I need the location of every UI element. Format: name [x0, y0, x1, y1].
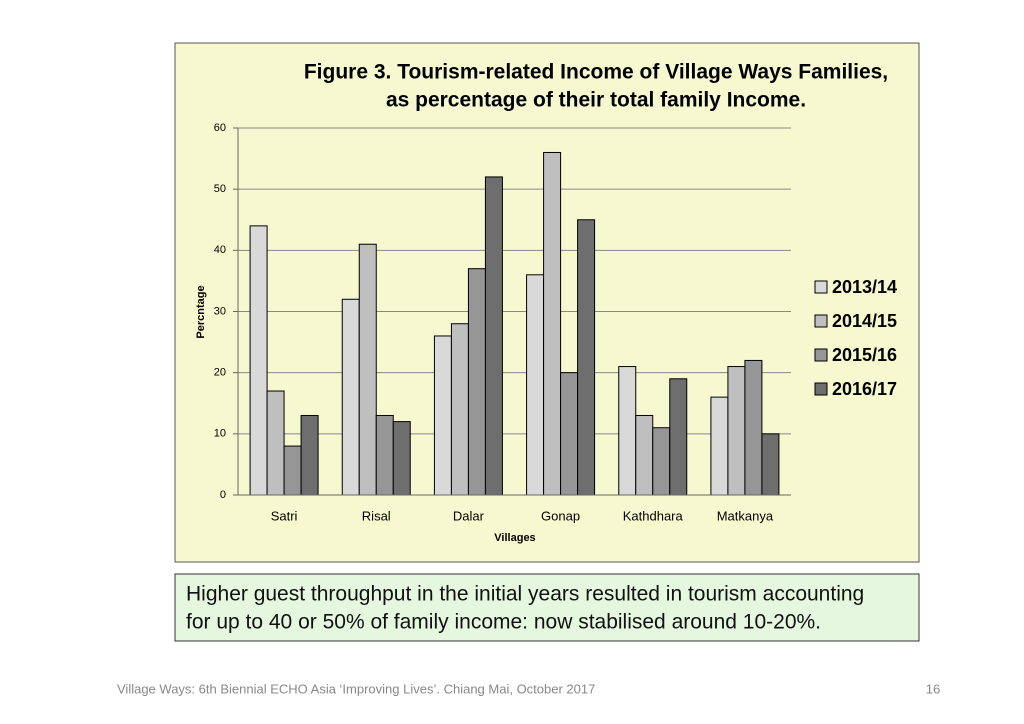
y-axis-label: Percntage	[195, 285, 207, 338]
y-tick-label: 60	[214, 122, 226, 134]
x-tick-label: Matkanya	[717, 508, 774, 523]
x-tick-label: Dalar	[453, 508, 485, 523]
bar	[635, 414, 654, 496]
legend-label: 2013/14	[832, 277, 897, 297]
bar	[266, 390, 285, 496]
y-tick-label: 30	[214, 305, 226, 317]
chart-title: as percentage of their total family Inco…	[386, 89, 806, 112]
bar	[618, 366, 637, 496]
legend-label: 2016/17	[832, 379, 897, 399]
y-tick-label: 40	[214, 244, 226, 256]
legend-swatch	[814, 280, 828, 294]
y-tick-label: 0	[220, 489, 226, 501]
footer: Village Ways: 6th Biennial ECHO Asia ‘Im…	[117, 681, 595, 696]
bar	[341, 298, 360, 496]
caption: Higher guest throughput in the initial y…	[186, 583, 864, 606]
x-tick-label: Risal	[362, 508, 391, 523]
bar	[375, 414, 394, 496]
legend-swatch	[814, 314, 828, 328]
bar	[467, 268, 486, 496]
legend-label: 2015/16	[832, 345, 897, 365]
bar	[433, 335, 452, 496]
bar	[484, 176, 503, 496]
legend-swatch	[814, 348, 828, 362]
chart-title: Figure 3. Tourism-related Income of Vill…	[304, 61, 888, 84]
bar	[543, 151, 562, 496]
legend-label: 2014/15	[832, 311, 897, 331]
caption: for up to 40 or 50% of family income: no…	[186, 611, 821, 634]
bar	[300, 414, 319, 496]
bar	[669, 378, 688, 496]
bar	[577, 219, 596, 496]
x-tick-label: Satri	[271, 508, 298, 523]
bar	[652, 427, 671, 496]
y-tick-label: 50	[214, 183, 226, 195]
bar	[727, 366, 746, 496]
bar	[283, 445, 302, 496]
y-tick-label: 10	[214, 428, 226, 440]
legend-swatch	[814, 382, 828, 396]
x-tick-label: Gonap	[541, 508, 580, 523]
bar	[710, 396, 729, 496]
y-tick-label: 20	[214, 367, 226, 379]
bar	[526, 274, 545, 496]
bar	[761, 433, 780, 496]
bar	[560, 372, 579, 496]
page-number: 16	[926, 681, 940, 696]
caption-box	[174, 573, 920, 642]
x-axis-label: Villages	[494, 532, 535, 544]
x-tick-label: Kathdhara	[623, 508, 684, 523]
bar	[744, 359, 763, 496]
bar	[392, 421, 411, 496]
bar	[450, 323, 469, 496]
bar	[249, 225, 268, 496]
bar	[358, 243, 377, 496]
